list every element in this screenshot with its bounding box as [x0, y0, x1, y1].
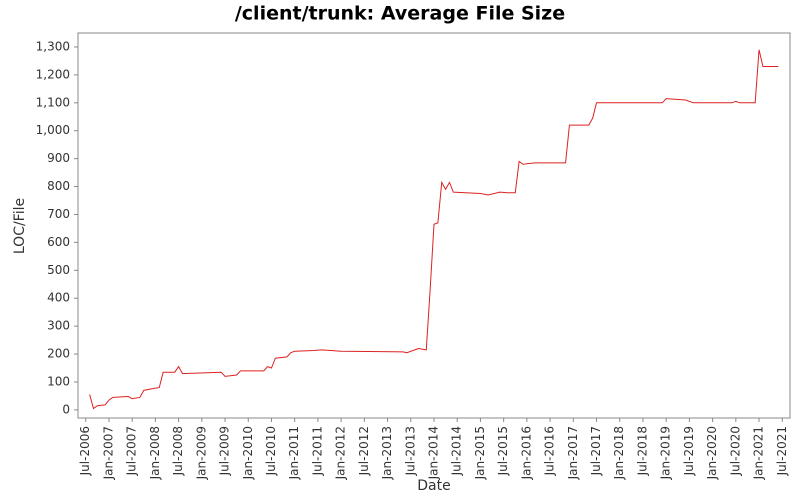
y-tick-label: 1,200: [36, 67, 70, 81]
x-tick-label: Jan-2015: [473, 426, 487, 480]
y-tick-label: 0: [62, 402, 70, 416]
y-tick-label: 1,100: [36, 95, 70, 109]
x-tick-label: Jul-2009: [218, 426, 232, 476]
x-tick-label: Jan-2014: [427, 426, 441, 480]
y-tick-label: 800: [47, 179, 70, 193]
data-line: [89, 49, 779, 410]
x-tick-label: Jan-2010: [241, 426, 255, 480]
x-tick-label: Jul-2008: [171, 426, 185, 476]
y-tick-label: 400: [47, 291, 70, 305]
y-tick-label: 900: [47, 151, 70, 165]
x-tick-label: Jan-2018: [612, 426, 626, 480]
x-tick-label: Jan-2017: [566, 426, 580, 480]
x-tick-label: Jul-2006: [78, 426, 92, 476]
y-tick-label: 200: [47, 347, 70, 361]
x-tick-label: Jul-2015: [496, 426, 510, 476]
x-tick-label: Jan-2007: [101, 426, 115, 480]
x-tick-label: Jul-2014: [450, 426, 464, 476]
x-axis-label: Date: [417, 478, 450, 494]
chart-title: /client/trunk: Average File Size: [235, 3, 565, 25]
x-tick-label: Jul-2007: [125, 426, 139, 476]
x-tick-label: Jul-2017: [589, 426, 603, 476]
y-tick-label: 100: [47, 374, 70, 388]
y-tick-label: 1,000: [36, 123, 70, 137]
x-tick-label: Jan-2020: [705, 426, 719, 480]
x-tick-label: Jan-2021: [752, 426, 766, 480]
y-tick-label: 500: [47, 263, 70, 277]
x-tick-label: Jul-2011: [310, 426, 324, 476]
x-tick-label: Jan-2019: [659, 426, 673, 480]
x-tick-label: Jan-2012: [334, 426, 348, 480]
x-tick-label: Jan-2011: [287, 426, 301, 480]
x-tick-label: Jul-2016: [543, 426, 557, 476]
y-tick-label: 1,300: [36, 39, 70, 53]
x-tick-label: Jul-2013: [403, 426, 417, 476]
y-axis-label: LOC/File: [12, 198, 28, 254]
x-tick-label: Jan-2008: [148, 426, 162, 480]
y-tick-label: 300: [47, 319, 70, 333]
x-tick-label: Jan-2016: [519, 426, 533, 480]
x-tick-label: Jan-2013: [380, 426, 394, 480]
y-tick-label: 600: [47, 235, 70, 249]
x-tick-label: Jul-2012: [357, 426, 371, 476]
x-tick-label: Jan-2009: [194, 426, 208, 480]
x-tick-label: Jul-2019: [682, 426, 696, 476]
x-tick-label: Jul-2018: [635, 426, 649, 476]
x-tick-label: Jul-2010: [264, 426, 278, 476]
x-tick-label: Jul-2020: [728, 426, 742, 476]
y-tick-label: 700: [47, 207, 70, 221]
x-tick-label: Jul-2021: [775, 426, 789, 476]
